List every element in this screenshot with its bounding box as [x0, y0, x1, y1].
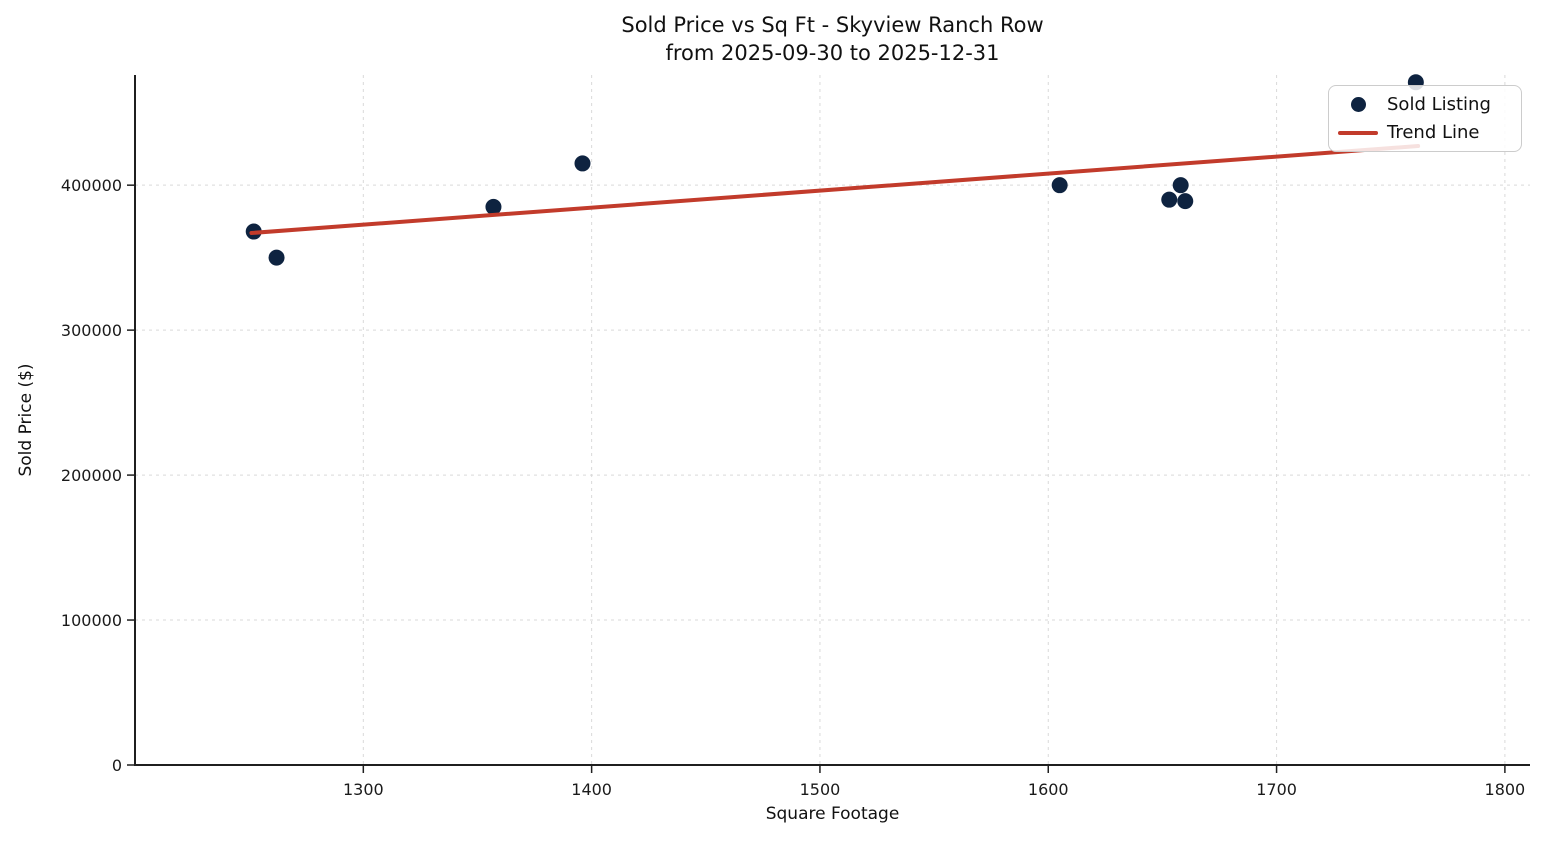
data-point	[1172, 177, 1189, 194]
data-point	[574, 155, 591, 172]
legend-label-sold-listing: Sold Listing	[1387, 93, 1491, 115]
chart-title-block: Sold Price vs Sq Ft - Skyview Ranch Row …	[135, 11, 1530, 67]
legend-item-sold-listing: Sold Listing	[1329, 90, 1521, 119]
x-tick-label: 1400	[571, 780, 612, 799]
y-tick-label: 300000	[61, 321, 122, 340]
y-tick-label: 200000	[61, 466, 122, 485]
data-point	[268, 249, 285, 266]
x-tick-label: 1600	[1028, 780, 1069, 799]
x-tick-label: 1700	[1256, 780, 1297, 799]
trend-line	[249, 144, 1421, 236]
x-tick-label: 1300	[343, 780, 384, 799]
x-axis-label: Square Footage	[765, 804, 900, 824]
data-point	[1161, 191, 1178, 208]
y-tick-label: 400000	[61, 176, 122, 195]
y-axis-label: Sold Price ($)	[16, 363, 36, 477]
y-tick-label: 0	[112, 756, 122, 775]
scatter-dot-icon	[1350, 96, 1366, 112]
chart-subtitle: from 2025-09-30 to 2025-12-31	[665, 41, 1000, 65]
y-tick-label: 100000	[61, 611, 122, 630]
data-point	[485, 198, 502, 215]
legend-label-trend-line: Trend Line	[1387, 122, 1480, 144]
data-point	[1177, 193, 1194, 210]
chart-title: Sold Price vs Sq Ft - Skyview Ranch Row	[621, 13, 1044, 37]
legend: Sold Listing Trend Line	[1328, 85, 1522, 152]
x-tick-label: 1500	[800, 780, 841, 799]
x-tick-label: 1800	[1485, 780, 1526, 799]
legend-item-trend-line: Trend Line	[1329, 119, 1521, 148]
data-point	[1051, 177, 1068, 194]
trend-line-icon	[1338, 130, 1378, 135]
